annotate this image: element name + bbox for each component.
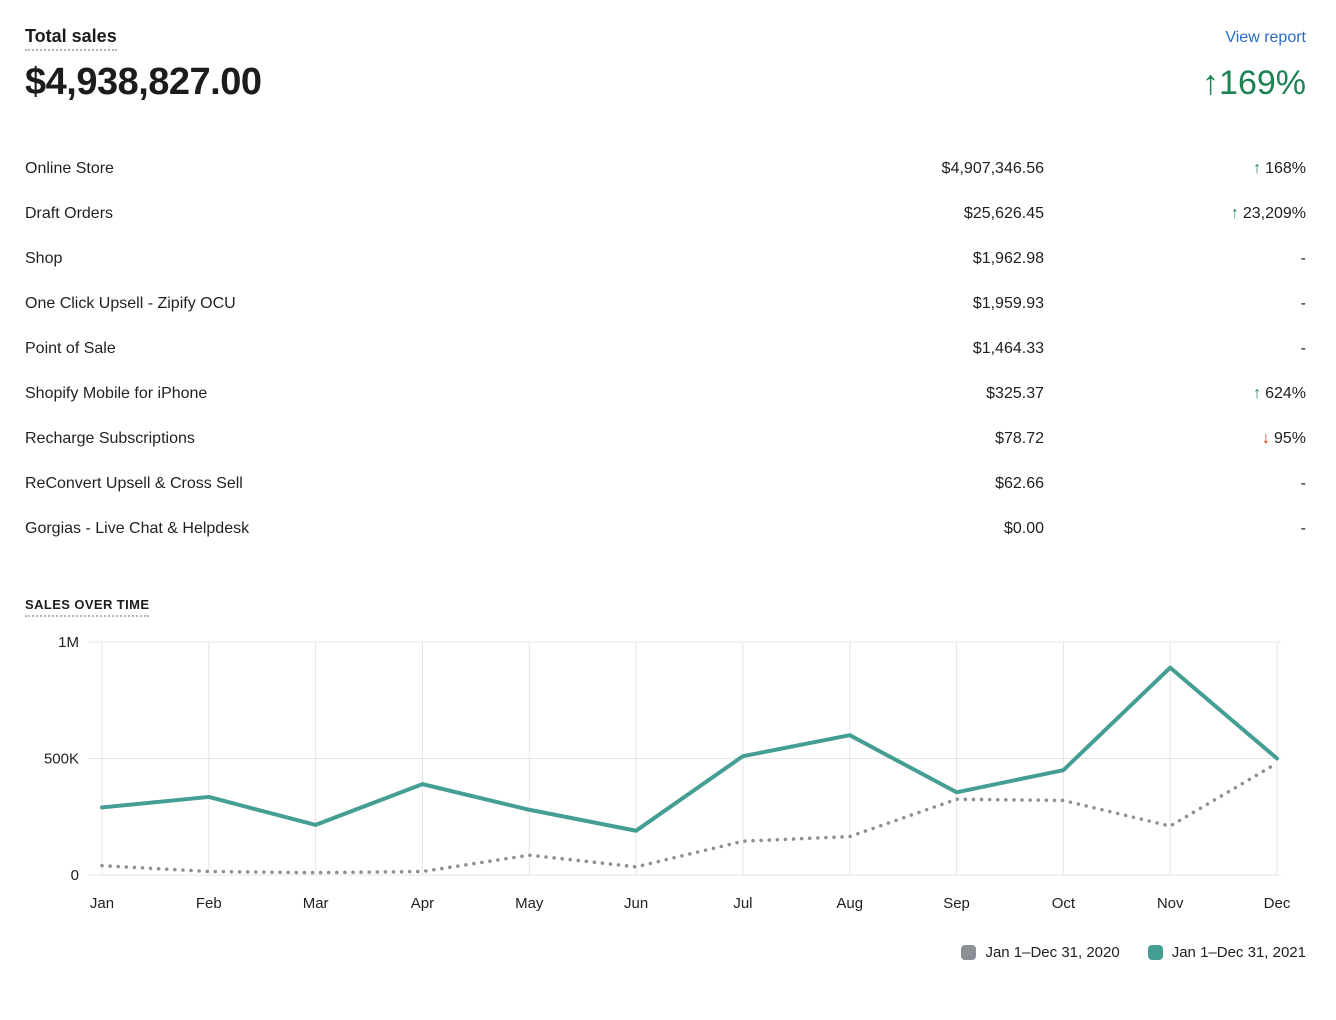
channel-name: Draft Orders [25, 204, 114, 222]
channel-change: - [1044, 250, 1306, 268]
change-value: 95% [1273, 429, 1306, 447]
table-row: ReConvert Upsell & Cross Sell $62.66 - [25, 461, 1306, 506]
total-change-value: 169% [1219, 64, 1306, 102]
legend-label: Jan 1–Dec 31, 2020 [985, 944, 1120, 961]
change-value: 23,209% [1242, 204, 1306, 222]
x-axis-tick-label: Jul [733, 895, 752, 912]
x-axis-tick-label: Feb [196, 895, 222, 912]
x-axis-tick-label: Oct [1052, 895, 1076, 912]
x-axis-tick-label: Sep [943, 895, 970, 912]
channel-name: Point of Sale [25, 339, 116, 357]
table-row: Shop $1,962.98 - [25, 236, 1306, 281]
series-line-2020 [100, 761, 1279, 875]
x-axis-tick-label: Apr [411, 895, 434, 912]
channel-amount: $25,626.45 [963, 204, 1044, 222]
channel-amount: $325.37 [986, 384, 1044, 402]
change-value: - [1300, 519, 1306, 537]
change-value: - [1300, 294, 1306, 312]
channel-amount: $1,962.98 [972, 249, 1044, 267]
channel-change: ↓ 95% [1044, 430, 1306, 448]
change-value: 624% [1265, 384, 1306, 402]
change-arrow-icon: ↓ [1261, 429, 1270, 447]
table-row: Draft Orders $25,626.45 ↑ 23,209% [25, 191, 1306, 236]
change-arrow-icon: ↑ [1230, 204, 1239, 222]
table-row: Recharge Subscriptions $78.72 ↓ 95% [25, 416, 1306, 461]
x-axis-tick-label: Nov [1157, 895, 1184, 912]
up-arrow-icon: ↑ [1202, 64, 1220, 102]
channel-name: ReConvert Upsell & Cross Sell [25, 474, 243, 492]
channel-change: ↑ 168% [1044, 160, 1306, 178]
channel-name: Shop [25, 249, 63, 267]
channel-name: One Click Upsell - Zipify OCU [25, 294, 236, 312]
total-sales-value: $4,938,827.00 [25, 61, 262, 103]
legend-item: Jan 1–Dec 31, 2020 [961, 944, 1120, 961]
change-value: - [1300, 249, 1306, 267]
channel-change: - [1044, 340, 1306, 358]
change-arrow-icon: ↑ [1253, 159, 1262, 177]
x-axis-tick-label: Mar [303, 895, 329, 912]
channel-change: ↑ 23,209% [1044, 205, 1306, 223]
legend-label: Jan 1–Dec 31, 2021 [1171, 944, 1306, 961]
x-axis-tick-label: Jan [90, 895, 114, 912]
channel-amount: $1,959.93 [972, 294, 1044, 312]
channel-amount: $1,464.33 [972, 339, 1044, 357]
channel-change: - [1044, 520, 1306, 538]
table-row: Shopify Mobile for iPhone $325.37 ↑ 624% [25, 371, 1306, 416]
channels-table: Online Store $4,907,346.56 ↑ 168% Draft O… [25, 146, 1306, 551]
change-arrow-icon: ↑ [1253, 384, 1262, 402]
legend-swatch-icon [1147, 945, 1163, 960]
channel-change: - [1044, 475, 1306, 493]
channel-name: Gorgias - Live Chat & Helpdesk [25, 519, 250, 537]
channel-amount: $0.00 [1003, 519, 1044, 537]
channel-name: Online Store [25, 159, 114, 177]
sales-over-time-heading-text: SALES OVER TIME [25, 597, 150, 617]
channel-change: ↑ 624% [1044, 385, 1306, 403]
sales-over-time-heading[interactable]: SALES OVER TIME [25, 597, 1306, 617]
channel-name: Shopify Mobile for iPhone [25, 384, 208, 402]
chart-legend: Jan 1–Dec 31, 2020 Jan 1–Dec 31, 2021 [25, 944, 1306, 961]
y-axis-tick-label: 0 [71, 867, 79, 884]
series-line-2021 [100, 665, 1279, 833]
page-title-text: Total sales [25, 26, 117, 51]
channel-name: Recharge Subscriptions [25, 429, 195, 447]
card-header: Total sales View report [25, 26, 1306, 51]
change-value: - [1300, 474, 1306, 492]
channel-amount: $4,907,346.56 [941, 159, 1044, 177]
x-axis-tick-label: Jun [624, 895, 648, 912]
table-row: Gorgias - Live Chat & Helpdesk $0.00 - [25, 506, 1306, 551]
table-row: Online Store $4,907,346.56 ↑ 168% [25, 146, 1306, 191]
total-sales-change: ↑169% [1202, 64, 1306, 103]
page-title[interactable]: Total sales [25, 26, 117, 51]
y-axis-tick-label: 500K [44, 751, 79, 768]
x-axis-tick-label: Dec [1264, 895, 1291, 912]
table-row: Point of Sale $1,464.33 - [25, 326, 1306, 371]
total-sales-card: Total sales View report $4,938,827.00 ↑1… [25, 26, 1306, 961]
legend-swatch-icon [961, 945, 977, 960]
legend-item: Jan 1–Dec 31, 2021 [1147, 944, 1306, 961]
y-axis-tick-label: 1M [58, 634, 79, 651]
channel-amount: $62.66 [995, 474, 1044, 492]
x-axis-tick-label: Aug [836, 895, 863, 912]
channel-amount: $78.72 [995, 429, 1044, 447]
sales-chart: 0 500K 1M Jan Feb Mar Apr May Jun Jul Aug Sep Oct Nov… [44, 634, 1291, 912]
view-report-link[interactable]: View report [1225, 29, 1306, 46]
change-value: 168% [1265, 159, 1306, 177]
channel-change: - [1044, 295, 1306, 313]
total-value-row: $4,938,827.00 ↑169% [25, 61, 1306, 104]
table-row: One Click Upsell - Zipify OCU $1,959.93 … [25, 281, 1306, 326]
x-axis-tick-label: May [515, 895, 544, 912]
change-value: - [1300, 339, 1306, 357]
